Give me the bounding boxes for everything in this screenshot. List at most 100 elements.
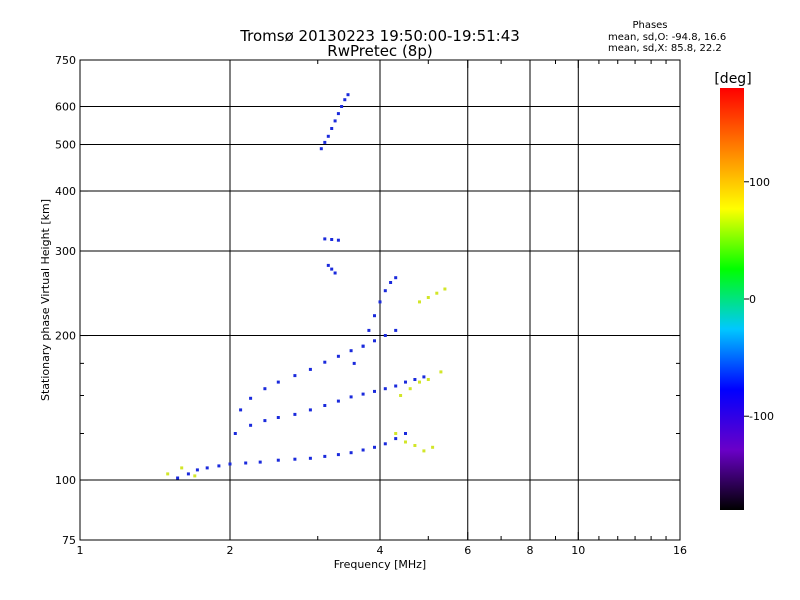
echo-point <box>443 287 447 291</box>
echo-point <box>383 334 387 337</box>
echo-point <box>336 112 340 116</box>
x-tick-label: 4 <box>377 544 384 557</box>
echo-point <box>330 127 334 130</box>
echo-point <box>343 98 347 102</box>
echo-point <box>426 296 430 299</box>
echo-point <box>228 462 232 466</box>
echo-point <box>308 456 312 460</box>
x-tick-label: 1 <box>77 544 84 557</box>
axes: 1 2 4 6 8 10 16 75 100 200 300 400 500 600 750 <box>55 54 687 557</box>
echo-point <box>394 276 398 280</box>
echo-point <box>308 367 312 371</box>
x-tick-label: 2 <box>227 544 234 557</box>
echo-point <box>249 423 253 427</box>
echo-point <box>422 375 426 379</box>
echo-point <box>333 271 337 275</box>
echo-point <box>276 458 280 462</box>
chart-subtitle: RwPretec (8p) <box>327 42 433 60</box>
colorbar-tick-label: -100 <box>749 410 774 423</box>
echo-point <box>326 134 330 138</box>
echo-point <box>166 472 170 476</box>
echo-point <box>389 281 393 284</box>
echo-point <box>349 349 353 353</box>
x-tick-label: 6 <box>464 544 471 557</box>
x-tick-label: 16 <box>673 544 687 557</box>
x-tick-label: 8 <box>527 544 534 557</box>
echo-point <box>394 328 398 332</box>
y-tick-label: 750 <box>55 54 76 67</box>
echo-point <box>340 105 344 108</box>
echo-point <box>404 380 407 384</box>
echo-point <box>239 408 243 412</box>
echo-point <box>383 289 387 293</box>
colorbar-label: [deg] <box>714 71 751 87</box>
echo-point <box>233 432 237 435</box>
echo-point <box>346 93 350 97</box>
echo-point <box>383 387 387 391</box>
echo-point <box>195 468 199 472</box>
echo-point <box>413 378 417 381</box>
echo-point <box>367 328 371 332</box>
phases-o-mode: mean, sd,O: -94.8, 16.6 <box>608 32 727 43</box>
echo-point <box>193 474 197 478</box>
echo-point <box>217 464 221 468</box>
echo-point <box>336 453 340 457</box>
echo-point <box>333 119 337 123</box>
echo-point <box>422 449 426 453</box>
echo-point <box>205 466 209 470</box>
echo-point <box>435 291 439 295</box>
echo-point <box>373 314 376 318</box>
echo-point <box>373 339 376 343</box>
echo-point <box>418 300 421 304</box>
echo-point <box>399 394 403 397</box>
echo-point <box>373 445 376 449</box>
echo-point <box>319 147 323 151</box>
echo-point <box>394 384 398 388</box>
echo-point <box>394 432 398 435</box>
echo-point <box>349 395 353 399</box>
echo-point <box>263 419 267 423</box>
x-axis-title: Frequency [MHz] <box>334 558 426 571</box>
y-tick-label: 75 <box>62 534 76 547</box>
echo-point <box>293 374 297 378</box>
echo-point <box>361 392 365 396</box>
echo-point <box>361 448 365 452</box>
x-tick-label: 10 <box>571 544 585 557</box>
phases-heading: Phases <box>632 20 668 31</box>
echo-point <box>404 440 407 444</box>
y-tick-label: 100 <box>55 474 76 487</box>
echo-point <box>186 472 190 476</box>
chart-title: Tromsø 20130223 19:50:00-19:51:43 <box>240 27 520 45</box>
y-tick-label: 500 <box>55 139 76 152</box>
echo-point <box>293 412 297 416</box>
echo-point <box>276 416 280 419</box>
echo-point <box>439 370 443 374</box>
echo-point <box>361 344 365 348</box>
y-tick-label: 200 <box>55 330 76 343</box>
colorbar <box>720 88 744 510</box>
echo-point <box>408 387 412 391</box>
y-tick-label: 300 <box>55 245 76 258</box>
echo-point <box>336 354 340 358</box>
y-tick-label: 600 <box>55 101 76 114</box>
y-tick-label: 400 <box>55 185 76 198</box>
echo-point <box>336 399 340 403</box>
y-axis-title: Stationary phase Virtual Height [km] <box>39 199 52 401</box>
echo-point <box>413 444 417 447</box>
echo-point <box>308 408 312 412</box>
echo-point <box>180 466 184 470</box>
echo-point <box>426 378 430 381</box>
echo-points <box>166 93 447 480</box>
echo-point <box>418 380 421 384</box>
echo-point <box>330 267 334 271</box>
echo-point <box>323 404 327 407</box>
echo-point <box>176 476 180 480</box>
echo-point <box>404 432 407 435</box>
colorbar-ticks: 100 0 -100 <box>744 176 774 423</box>
echo-point <box>349 451 353 455</box>
echo-point <box>244 461 248 465</box>
echo-point <box>263 387 267 391</box>
echo-point <box>323 360 327 364</box>
echo-point <box>249 396 253 400</box>
